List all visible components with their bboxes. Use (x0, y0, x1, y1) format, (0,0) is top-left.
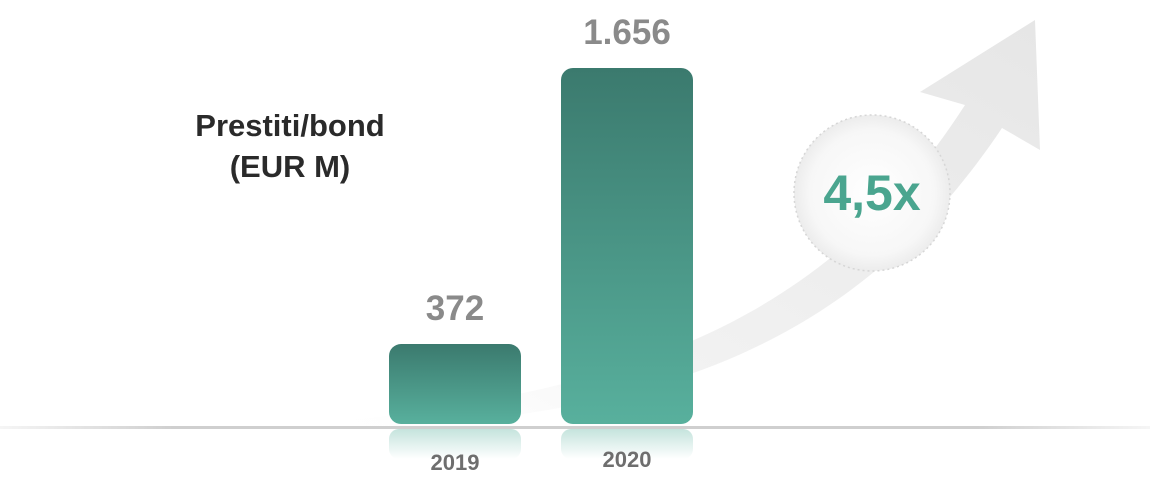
category-label-2020: 2020 (603, 447, 652, 472)
multiplier-badge: 4,5x (793, 114, 951, 272)
category-label-2019: 2019 (431, 450, 480, 472)
bars-layer: 372 2019 1.656 2020 (389, 13, 693, 475)
bar-reflection-2020 (561, 429, 693, 459)
multiplier-label: 4,5x (823, 165, 921, 221)
chart-title: Prestiti/bond (195, 108, 384, 143)
value-label-2020: 1.656 (583, 13, 671, 52)
bar-2020 (561, 68, 693, 424)
bar-2019 (389, 344, 521, 424)
bar-reflection-2019 (389, 429, 521, 459)
chart-subtitle: (EUR M) (230, 149, 351, 184)
value-label-2019: 372 (426, 289, 484, 328)
chart-baseline (0, 426, 1150, 429)
